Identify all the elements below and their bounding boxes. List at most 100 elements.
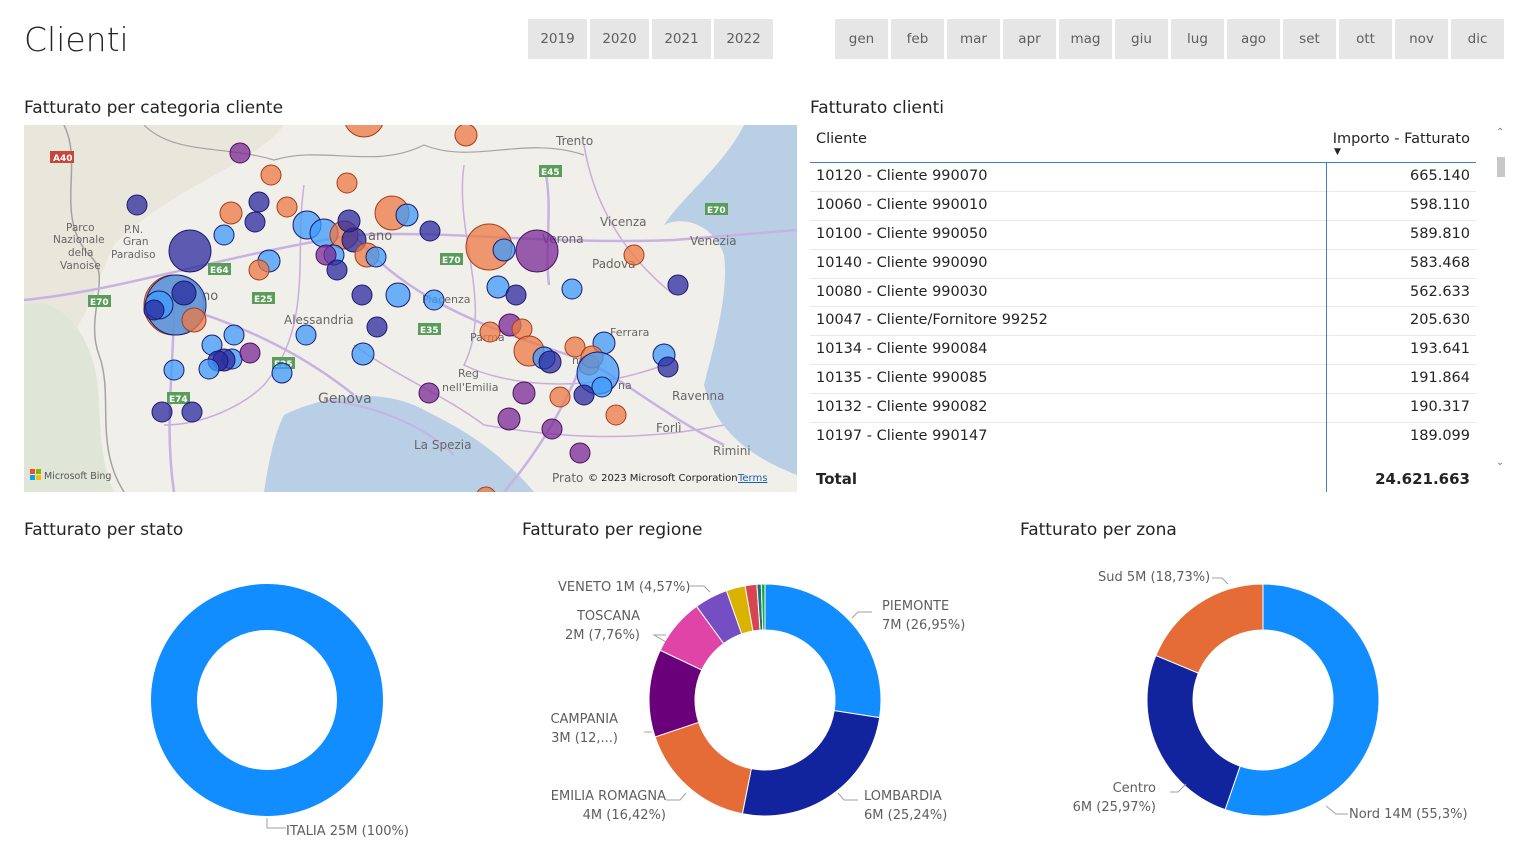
sort-desc-icon[interactable]: ▼ xyxy=(1334,147,1341,157)
map-bubble-blue[interactable] xyxy=(351,342,375,366)
map-bubble-orange[interactable] xyxy=(219,201,243,225)
month-button-apr[interactable]: apr xyxy=(1003,19,1056,59)
month-button-dic[interactable]: dic xyxy=(1451,19,1504,59)
map-bubble-navy[interactable] xyxy=(171,280,197,306)
table-row[interactable]: 10140 - Cliente 990090 583.468 xyxy=(810,250,1476,279)
map-bubble-blue[interactable] xyxy=(486,275,510,299)
map-bubble-navy[interactable] xyxy=(126,194,148,216)
map-bubble-navy[interactable] xyxy=(244,211,266,233)
month-button-lug[interactable]: lug xyxy=(1171,19,1224,59)
map-bubble-orange[interactable] xyxy=(344,125,384,138)
map-bubble-orange[interactable] xyxy=(549,386,571,408)
donut-slice-nord[interactable] xyxy=(1224,583,1380,817)
map-bubble-blue[interactable] xyxy=(385,282,411,308)
map-bubble-orange[interactable] xyxy=(276,196,298,218)
month-button-nov[interactable]: nov xyxy=(1395,19,1448,59)
chevron-down-icon[interactable]: ⌄ xyxy=(1496,457,1505,468)
month-button-ago[interactable]: ago xyxy=(1227,19,1280,59)
map-bubble-orange[interactable] xyxy=(336,172,358,194)
map-bubble-blue[interactable] xyxy=(198,358,220,380)
map-bubble-purple[interactable] xyxy=(569,442,591,464)
map-bubble-blue[interactable] xyxy=(271,362,293,384)
map-bubble-purple[interactable] xyxy=(239,342,261,364)
map-terms-link[interactable]: Terms xyxy=(737,473,767,484)
donut-slice-sud[interactable] xyxy=(1155,583,1264,674)
year-button-2020[interactable]: 2020 xyxy=(590,19,649,59)
map-bubble-navy[interactable] xyxy=(351,284,373,306)
map-bubble-orange[interactable] xyxy=(260,164,282,186)
map-bubble-navy[interactable] xyxy=(505,284,527,306)
map-bubble-navy[interactable] xyxy=(366,316,388,338)
table-row[interactable]: 10120 - Cliente 990070 665.140 xyxy=(810,163,1476,192)
table-row[interactable]: 10134 - Cliente 990084 193.641 xyxy=(810,336,1476,366)
donut-slice-italia[interactable] xyxy=(151,584,383,816)
column-header-cliente[interactable]: Cliente xyxy=(816,131,867,147)
table-row[interactable]: 10100 - Cliente 990050 589.810 xyxy=(810,221,1476,250)
map-bubble-orange[interactable] xyxy=(248,259,270,281)
map-bubble-blue[interactable] xyxy=(163,359,185,381)
map-bubble-orange[interactable] xyxy=(479,321,501,343)
map-bubble-navy[interactable] xyxy=(151,401,173,423)
map-bubble-navy[interactable] xyxy=(181,401,203,423)
month-button-mar[interactable]: mar xyxy=(947,19,1000,59)
map-bubble-blue[interactable] xyxy=(423,289,445,311)
table-row[interactable]: 10132 - Cliente 990082 190.317 xyxy=(810,394,1476,424)
map-bubble-orange[interactable] xyxy=(181,307,207,333)
month-button-feb[interactable]: feb xyxy=(891,19,944,59)
table-row[interactable]: 10060 - Cliente 990010 598.110 xyxy=(810,192,1476,221)
map-bubble-blue[interactable] xyxy=(395,203,419,227)
map-bubble-navy[interactable] xyxy=(326,259,348,281)
table-row[interactable]: 10197 - Cliente 990147 189.099 xyxy=(810,423,1476,451)
donut-slice-piemonte[interactable] xyxy=(764,583,882,719)
map-bubble-purple[interactable] xyxy=(497,407,521,431)
month-button-giu[interactable]: giu xyxy=(1115,19,1168,59)
map-bubble-orange[interactable] xyxy=(564,336,586,358)
map-bubble-orange[interactable] xyxy=(623,244,645,266)
year-button-2021[interactable]: 2021 xyxy=(652,19,711,59)
map-bubble-orange[interactable] xyxy=(476,486,496,492)
table-row[interactable]: 10135 - Cliente 990085 191.864 xyxy=(810,365,1476,395)
scrollbar-thumb[interactable] xyxy=(1497,157,1505,177)
table-row[interactable]: 10080 - Cliente 990030 562.633 xyxy=(810,279,1476,308)
year-button-2019[interactable]: 2019 xyxy=(528,19,587,59)
map-bubble-navy[interactable] xyxy=(667,274,689,296)
month-button-mag[interactable]: mag xyxy=(1059,19,1112,59)
donut-slice-centro[interactable] xyxy=(1146,654,1241,811)
donut-slice-altro-4[interactable] xyxy=(760,583,766,631)
map-bubble-purple[interactable] xyxy=(315,244,337,266)
map-bubble-purple[interactable] xyxy=(515,229,559,273)
map-bubble-blue[interactable] xyxy=(295,324,317,346)
map-bubble-blue[interactable] xyxy=(492,238,516,262)
map-bubble-blue[interactable] xyxy=(213,224,235,246)
map-bubble-orange[interactable] xyxy=(454,125,478,147)
donut-chart-stato[interactable] xyxy=(150,583,384,817)
donut-chart-zona[interactable] xyxy=(1146,583,1380,817)
chevron-up-icon[interactable]: ⌃ xyxy=(1496,127,1505,138)
map-bubble-purple[interactable] xyxy=(512,381,536,405)
month-button-gen[interactable]: gen xyxy=(835,19,888,59)
map-bubble-navy[interactable] xyxy=(419,220,441,242)
map-bubble-blue[interactable] xyxy=(561,278,583,300)
map-bubble-purple[interactable] xyxy=(418,382,440,404)
year-button-2022[interactable]: 2022 xyxy=(714,19,773,59)
month-button-ott[interactable]: ott xyxy=(1339,19,1392,59)
table-row[interactable]: 10047 - Cliente/Fornitore 99252 205.630 xyxy=(810,307,1476,337)
donut-chart-regione[interactable] xyxy=(648,583,882,817)
table-scrollbar[interactable]: ⌃ ⌄ xyxy=(1495,125,1507,477)
map-bubble-navy[interactable] xyxy=(337,209,361,233)
map-bubble-orange[interactable] xyxy=(605,404,627,426)
map-bubble-blue[interactable] xyxy=(223,324,245,346)
map-bubble-navy[interactable] xyxy=(538,350,562,374)
table-body[interactable]: 10120 - Cliente 990070 665.140 10060 - Cli… xyxy=(810,163,1476,451)
map-bubble-blue[interactable] xyxy=(365,246,387,268)
map-bubble-navy[interactable] xyxy=(248,191,270,213)
customer-map[interactable]: A40 E45 E70 E64 E25 E70 E35 E70 E25 E74 … xyxy=(24,125,797,492)
map-bubble-blue[interactable] xyxy=(591,376,613,398)
map-bubble-navy[interactable] xyxy=(143,299,165,321)
month-button-set[interactable]: set xyxy=(1283,19,1336,59)
column-header-importo[interactable]: Importo - Fatturato xyxy=(1332,131,1470,147)
map-bubble-purple[interactable] xyxy=(541,418,563,440)
map-bubble-purple[interactable] xyxy=(229,142,251,164)
map-bubble-navy[interactable] xyxy=(657,356,679,378)
map-bubble-navy[interactable] xyxy=(573,384,595,406)
